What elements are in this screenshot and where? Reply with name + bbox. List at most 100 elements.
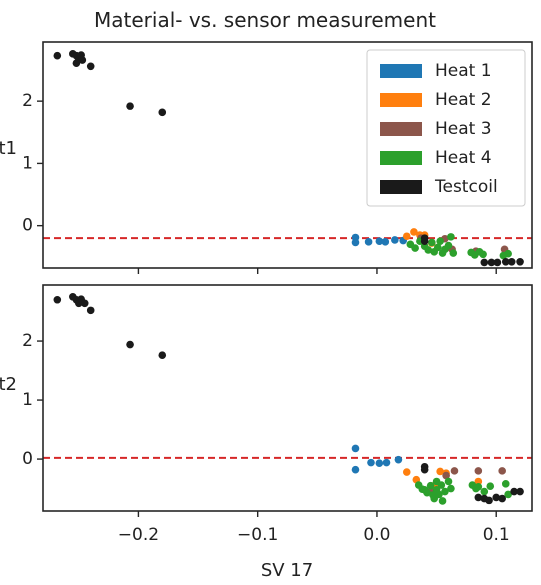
- point-heat-1: [351, 444, 360, 453]
- point-heat-3: [450, 467, 459, 475]
- plot-area-t2: 0 1 2: [22, 284, 533, 517]
- axes-frame-t1: [42, 41, 533, 269]
- legend-label-heat-1: Heat 1: [435, 61, 492, 81]
- point-heat-1: [375, 237, 384, 246]
- point-testcoil: [516, 257, 524, 266]
- point-testcoil: [510, 487, 518, 496]
- y-tick-label: 2: [22, 331, 33, 351]
- point-testcoil: [480, 258, 489, 267]
- legend-label-heat-4: Heat 4: [435, 148, 492, 168]
- point-heat-4: [436, 237, 444, 246]
- point-heat-1: [367, 458, 375, 467]
- point-heat-4: [424, 246, 433, 254]
- point-heat-4: [501, 480, 510, 488]
- point-testcoil: [516, 487, 524, 496]
- legend-label-heat-2: Heat 2: [435, 90, 492, 110]
- point-testcoil: [420, 237, 429, 246]
- plot-area-t1: 0 1 2: [22, 41, 533, 274]
- point-testcoil: [72, 59, 81, 67]
- point-testcoil: [86, 62, 95, 71]
- x-tick-label: −0.2: [118, 525, 159, 545]
- point-heat-1: [391, 236, 399, 244]
- point-heat-2: [436, 467, 444, 476]
- point-heat-4: [444, 241, 453, 250]
- point-testcoil: [487, 258, 496, 267]
- legend-swatch-heat-3: [380, 122, 422, 136]
- axes-frame-t2: [42, 284, 533, 512]
- point-testcoil: [53, 51, 62, 60]
- legend-box: [366, 49, 526, 207]
- point-heat-4: [428, 238, 436, 247]
- point-heat-4: [480, 487, 489, 496]
- point-testcoil: [420, 465, 429, 474]
- legend-swatch-heat-1: [380, 64, 422, 78]
- x-axis-label: SV 17: [261, 560, 313, 581]
- point-testcoil: [498, 494, 506, 503]
- panel-t2: 0 1 2 t2: [0, 284, 533, 517]
- point-heat-4: [449, 249, 458, 257]
- y-axis-label-t2: t2: [0, 374, 17, 395]
- y-tick-label: 2: [22, 91, 33, 111]
- y-tick-label: 1: [22, 153, 33, 173]
- point-testcoil: [158, 108, 167, 117]
- point-testcoil: [78, 56, 87, 64]
- panel-t1: 0 1 2 t1: [0, 41, 533, 274]
- legend-swatch-heat-2: [380, 93, 422, 107]
- point-heat-4: [441, 487, 449, 496]
- x-tick-label: −0.1: [237, 525, 278, 545]
- y-axis-label-t1: t1: [0, 138, 17, 159]
- point-heat-4: [486, 482, 495, 491]
- point-heat-4: [479, 250, 487, 259]
- point-heat-2: [410, 228, 418, 236]
- legend-swatch-testcoil: [380, 180, 422, 194]
- point-testcoil: [86, 306, 95, 315]
- point-heat-2: [474, 477, 483, 486]
- point-heat-2: [402, 232, 411, 241]
- point-testcoil: [126, 102, 134, 110]
- point-heat-1: [394, 455, 403, 464]
- point-heat-1: [351, 238, 360, 247]
- point-heat-2: [402, 468, 411, 476]
- point-testcoil: [126, 340, 134, 349]
- point-heat-4: [437, 481, 446, 489]
- legend-swatch-heat-4: [380, 151, 422, 165]
- point-heat-4: [444, 477, 453, 486]
- point-testcoil: [492, 493, 501, 502]
- legend-label-testcoil: Testcoil: [434, 177, 498, 197]
- point-heat-3: [474, 467, 483, 475]
- point-heat-3: [442, 471, 450, 480]
- point-testcoil: [493, 258, 502, 267]
- point-heat-4: [447, 484, 455, 493]
- legend-label-heat-3: Heat 3: [435, 119, 492, 139]
- point-heat-4: [423, 488, 431, 497]
- points-t2: [53, 293, 524, 505]
- point-heat-4: [447, 233, 455, 241]
- y-tick-label: 0: [22, 216, 33, 236]
- point-heat-4: [411, 244, 419, 252]
- point-heat-1: [382, 458, 391, 467]
- point-testcoil: [485, 496, 493, 505]
- point-heat-4: [474, 483, 483, 491]
- points-t1: [53, 50, 524, 267]
- x-tick-label: 0.0: [363, 525, 390, 545]
- point-testcoil: [158, 351, 167, 360]
- y-tick-label: 0: [22, 449, 33, 469]
- y-tick-label: 1: [22, 390, 33, 410]
- legend: Heat 1 Heat 2 Heat 3 Heat 4 Testcoil: [366, 49, 526, 207]
- point-heat-4: [426, 481, 435, 490]
- point-testcoil: [80, 299, 89, 308]
- x-tick-label: 0.1: [483, 525, 510, 545]
- point-testcoil: [53, 295, 62, 304]
- point-heat-4: [504, 490, 512, 499]
- point-testcoil: [474, 493, 483, 502]
- x-tick-labels: −0.2 −0.1 0.0 0.1: [118, 525, 510, 545]
- point-heat-3: [498, 467, 506, 475]
- point-heat-1: [375, 459, 384, 468]
- point-testcoil: [507, 257, 516, 266]
- point-testcoil: [501, 257, 510, 266]
- point-heat-4: [438, 497, 447, 505]
- point-heat-1: [351, 465, 360, 474]
- point-heat-1: [381, 238, 390, 246]
- point-heat-1: [364, 238, 373, 246]
